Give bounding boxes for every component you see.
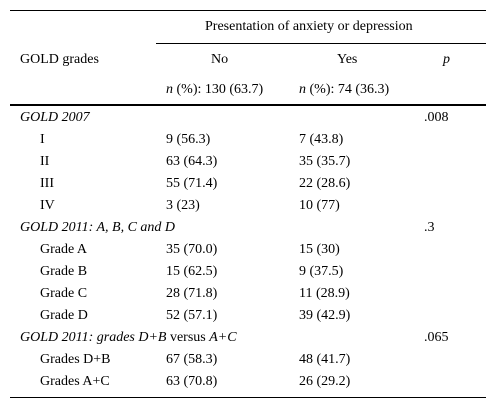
cell-yes: 39 (42.9): [299, 308, 351, 323]
data-table: Presentation of anxiety or depression GO…: [10, 10, 486, 398]
cell-yes: 11 (28.9): [299, 286, 350, 301]
cell-no: 15 (62.5): [166, 264, 218, 279]
p-value: .065: [424, 330, 449, 345]
no-total-n: n (%): 130 (63.7): [166, 82, 263, 98]
section-title-part: GOLD 2011: A, B, C and D: [20, 220, 176, 235]
table-top-rule: [10, 10, 486, 11]
row-label: Grades D+B: [40, 352, 111, 367]
row-label: III: [40, 176, 54, 191]
col-header-yes: Yes: [337, 52, 358, 67]
row-label: Grades A+C: [40, 374, 110, 389]
cell-no: 35 (70.0): [166, 242, 218, 257]
table-row: Grade C 28 (71.8) 11 (28.9): [10, 283, 486, 305]
header-bottom-rule: [10, 104, 486, 106]
cell-no: 55 (71.4): [166, 176, 218, 191]
row-label: I: [40, 132, 45, 147]
table-row: Grade D 52 (57.1) 39 (42.9): [10, 305, 486, 327]
n-symbol: n: [299, 82, 306, 97]
section-title: GOLD 2007: [20, 110, 90, 126]
table-row: II 63 (64.3) 35 (35.7): [10, 151, 486, 173]
table-row: I 9 (56.3) 7 (43.8): [10, 129, 486, 151]
table-row: IV 3 (23) 10 (77): [10, 195, 486, 217]
cell-yes: 10 (77): [299, 198, 340, 213]
yes-total-text: (%): 74 (36.3): [309, 82, 390, 97]
col-header-no: No: [211, 52, 229, 67]
cell-no: 28 (71.8): [166, 286, 218, 301]
yes-total-n: n (%): 74 (36.3): [299, 82, 389, 98]
section-title: GOLD 2011: A, B, C and D: [20, 220, 175, 236]
table-bottom-rule: [10, 397, 486, 398]
row-label: Grade A: [40, 242, 88, 257]
cell-no: 63 (70.8): [166, 374, 218, 389]
table-row: Grade B 15 (62.5) 9 (37.5): [10, 261, 486, 283]
cell-no: 9 (56.3): [166, 132, 211, 147]
p-value: .3: [424, 220, 435, 235]
row-label: Grade D: [40, 308, 88, 323]
section-title-part: A+C: [209, 330, 237, 345]
group-header-rule: [156, 43, 486, 44]
row-label: Grade C: [40, 286, 88, 301]
cell-no: 63 (64.3): [166, 154, 218, 169]
cell-yes: 15 (30): [299, 242, 340, 257]
col-header-p: p: [443, 52, 450, 67]
cell-yes: 35 (35.7): [299, 154, 351, 169]
row-label: IV: [40, 198, 55, 213]
cell-no: 3 (23): [166, 198, 200, 213]
section-header-row: GOLD 2007 .008: [10, 107, 486, 129]
section-title: GOLD 2011: grades D+B versus A+C: [20, 330, 237, 346]
cell-no: 67 (58.3): [166, 352, 218, 367]
cell-yes: 7 (43.8): [299, 132, 344, 147]
cell-yes: 48 (41.7): [299, 352, 351, 367]
col-header-grades: GOLD grades: [20, 52, 99, 67]
cell-yes: 22 (28.6): [299, 176, 351, 191]
table-row: Grade A 35 (70.0) 15 (30): [10, 239, 486, 261]
cell-no: 52 (57.1): [166, 308, 218, 323]
p-value: .008: [424, 110, 449, 125]
cell-yes: 26 (29.2): [299, 374, 351, 389]
no-total-text: (%): 130 (63.7): [176, 82, 264, 97]
table-row: III 55 (71.4) 22 (28.6): [10, 173, 486, 195]
table-row: Grades D+B 67 (58.3) 48 (41.7): [10, 349, 486, 371]
section-header-row: GOLD 2011: A, B, C and D .3: [10, 217, 486, 239]
section-title-part: versus: [166, 330, 210, 345]
row-label: Grade B: [40, 264, 88, 279]
table-row: Grades A+C 63 (70.8) 26 (29.2): [10, 371, 486, 393]
group-header: Presentation of anxiety or depression: [205, 19, 413, 34]
section-header-row: GOLD 2011: grades D+B versus A+C .065: [10, 327, 486, 349]
section-title-part: GOLD 2011: grades D+B: [20, 330, 167, 345]
n-symbol: n: [166, 82, 173, 97]
row-label: II: [40, 154, 50, 169]
section-title-part: GOLD 2007: [20, 110, 90, 125]
cell-yes: 9 (37.5): [299, 264, 344, 279]
